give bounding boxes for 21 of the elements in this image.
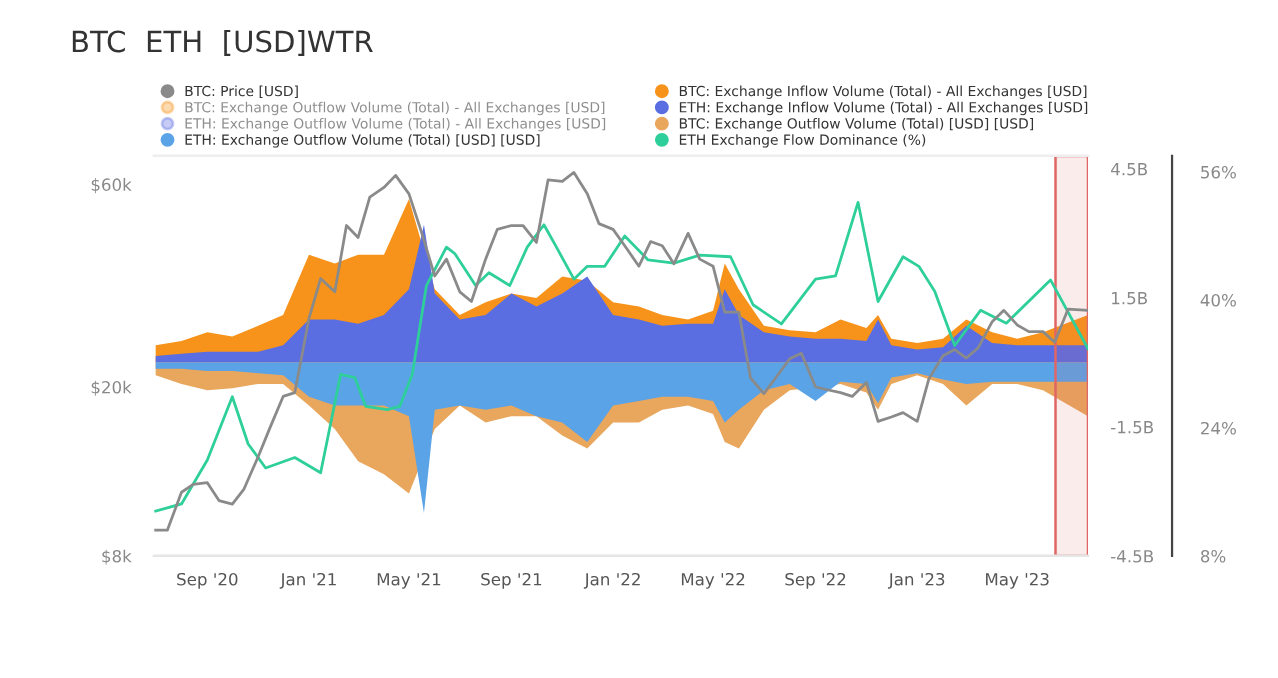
y-tick-label: $8k — [102, 549, 132, 565]
x-tick-label: May '23 — [986, 572, 1049, 589]
y-tick-label: $60k — [91, 178, 132, 194]
y3-tick-label: 24% — [1201, 421, 1236, 435]
x-tick-label: May '21 — [377, 572, 441, 589]
y3-tick-label: 56% — [1201, 165, 1236, 179]
x-tick-label: Sep '20 — [177, 572, 238, 589]
y3-tick-label: 8% — [1200, 549, 1226, 563]
x-tick-label: Jan '23 — [887, 572, 945, 589]
chart-title: BTC ETH [USD]WTR — [72, 29, 373, 56]
y2-tick-label: -4.5B — [1111, 550, 1153, 563]
y2-tick-label: 1.5B — [1112, 292, 1147, 305]
x-tick-label: May '22 — [681, 572, 745, 589]
x-tick-label: Jan '22 — [583, 572, 640, 589]
x-tick-label: Sep '22 — [785, 572, 846, 589]
x-tick-label: Jan '21 — [279, 572, 336, 589]
y-tick-label: $20k — [91, 380, 132, 396]
y2-tick-label: 4.5B — [1111, 163, 1147, 176]
y2-tick-label: -1.5B — [1111, 421, 1153, 434]
x-tick-label: Sep '21 — [481, 572, 542, 589]
y3-tick-label: 40% — [1200, 293, 1236, 307]
